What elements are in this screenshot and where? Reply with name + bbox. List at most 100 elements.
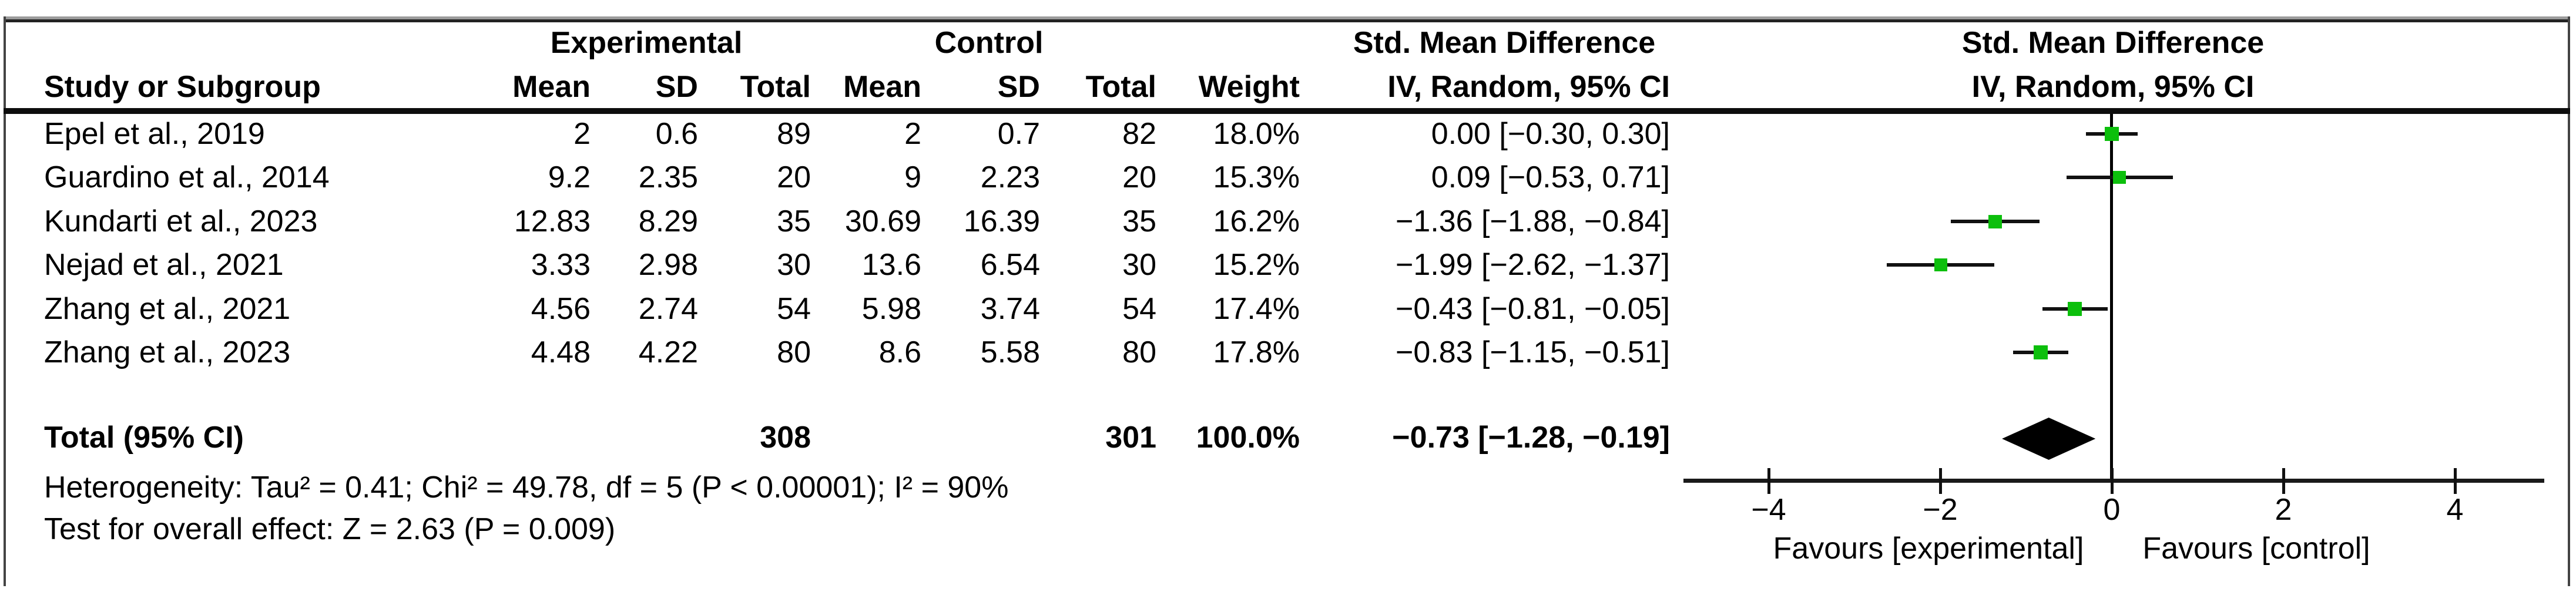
study-ctl-total: 35 (1122, 204, 1156, 238)
column-header-study: Study or Subgroup (44, 70, 321, 104)
study-weight: 17.8% (1213, 335, 1300, 369)
effect-measure-header-text-column: Std. Mean Difference (1353, 26, 1656, 60)
zero-line (2110, 114, 2113, 479)
study-ci-text: −0.83 [−1.15, −0.51] (1396, 335, 1670, 369)
study-ctl-total: 54 (1122, 292, 1156, 326)
header-underline (4, 108, 2570, 114)
study-ctl-total: 30 (1122, 248, 1156, 282)
study-exp-total: 80 (777, 335, 811, 369)
effect-marker (2068, 302, 2082, 316)
study-row: Kundarti et al., 2023 12.83 8.29 35 30.69 16.… (0, 205, 2576, 238)
study-ctl-sd: 16.39 (963, 204, 1040, 238)
study-name: Guardino et al., 2014 (44, 160, 330, 194)
study-exp-total: 35 (777, 204, 811, 238)
study-ctl-sd: 6.54 (980, 248, 1040, 282)
study-exp-mean: 4.48 (531, 335, 591, 369)
study-ctl-mean: 8.6 (878, 335, 921, 369)
effect-measure-header-plot-column: Std. Mean Difference (1961, 26, 2265, 60)
study-ci-text: 0.00 [−0.30, 0.30] (1431, 117, 1670, 151)
study-ctl-sd: 3.74 (980, 292, 1040, 326)
study-exp-mean: 2 (573, 117, 591, 151)
study-exp-total: 30 (777, 248, 811, 282)
column-header-ci: IV, Random, 95% CI (1387, 70, 1670, 104)
group-header-experimental: Experimental (550, 26, 743, 60)
effect-marker (2105, 127, 2119, 141)
column-header-row: Study or Subgroup Mean SD Total Mean SD … (0, 70, 2576, 103)
total-row: Total (95% CI) 308 301 100.0% −0.73 [−1.… (0, 421, 2576, 454)
axis-tick-label: 0 (2103, 493, 2121, 527)
study-weight: 18.0% (1213, 117, 1300, 151)
axis-tick (1939, 468, 1942, 494)
favours-right-label: Favours [control] (2142, 532, 2370, 566)
study-ctl-mean: 2 (904, 117, 921, 151)
group-header-control: Control (934, 26, 1044, 60)
study-ctl-sd: 5.58 (980, 335, 1040, 369)
column-header-exp-sd: SD (655, 70, 698, 104)
effect-marker (2033, 345, 2048, 359)
x-axis-line (1683, 479, 2544, 483)
figure-border-right (2568, 16, 2570, 586)
group-header-row: Experimental Control Std. Mean Differenc… (0, 26, 2576, 59)
study-ctl-total: 82 (1122, 117, 1156, 151)
axis-tick-label: −2 (1923, 493, 1958, 527)
axis-tick-label: −4 (1751, 493, 1786, 527)
study-ctl-total: 20 (1122, 160, 1156, 194)
study-ci-text: 0.09 [−0.53, 0.71] (1431, 160, 1670, 194)
study-exp-mean: 12.83 (514, 204, 591, 238)
study-ctl-sd: 2.23 (980, 160, 1040, 194)
study-exp-mean: 4.56 (531, 292, 591, 326)
study-exp-total: 54 (777, 292, 811, 326)
study-ctl-mean: 9 (904, 160, 921, 194)
axis-tick (2454, 468, 2457, 494)
study-name: Zhang et al., 2021 (44, 292, 291, 326)
study-ctl-sd: 0.7 (997, 117, 1040, 151)
favours-left-label: Favours [experimental] (1773, 532, 2084, 566)
study-row: Zhang et al., 2023 4.48 4.22 80 8.6 5.58 80 17.… (0, 336, 2576, 369)
study-weight: 15.3% (1213, 160, 1300, 194)
study-ctl-mean: 30.69 (844, 204, 921, 238)
study-exp-sd: 8.29 (638, 204, 698, 238)
heterogeneity-note: Heterogeneity: Tau² = 0.41; Chi² = 49.78… (44, 470, 1009, 505)
effect-marker (1934, 258, 1948, 271)
total-weight: 100.0% (1196, 421, 1300, 455)
study-row: Nejad et al., 2021 3.33 2.98 30 13.6 6.54 30 15… (0, 248, 2576, 281)
column-header-exp-total: Total (740, 70, 811, 104)
column-header-ctl-sd: SD (997, 70, 1040, 104)
total-ci-text: −0.73 [−1.28, −0.19] (1392, 421, 1670, 455)
column-header-exp-mean: Mean (512, 70, 591, 104)
study-ctl-mean: 13.6 (861, 248, 921, 282)
column-header-ctl-total: Total (1085, 70, 1156, 104)
study-ci-text: −0.43 [−0.81, −0.05] (1396, 292, 1670, 326)
total-ctl-n: 301 (1105, 421, 1156, 455)
study-name: Epel et al., 2019 (44, 117, 265, 151)
overall-effect-note: Test for overall effect: Z = 2.63 (P = 0… (44, 512, 616, 546)
study-exp-sd: 2.98 (638, 248, 698, 282)
study-ci-text: −1.99 [−2.62, −1.37] (1396, 248, 1670, 282)
axis-tick-label: 4 (2446, 493, 2464, 527)
study-exp-sd: 2.35 (638, 160, 698, 194)
axis-tick (2282, 468, 2285, 494)
axis-tick (2111, 468, 2114, 494)
study-row: Epel et al., 2019 2 0.6 89 2 0.7 82 18.0% 0.00 [… (0, 117, 2576, 150)
study-exp-total: 89 (777, 117, 811, 151)
study-row: Guardino et al., 2014 9.2 2.35 20 9 2.23 20 15.… (0, 161, 2576, 194)
study-exp-mean: 3.33 (531, 248, 591, 282)
column-header-ctl-mean: Mean (843, 70, 921, 104)
figure-border-left (4, 16, 6, 586)
study-weight: 16.2% (1213, 204, 1300, 238)
study-exp-total: 20 (777, 160, 811, 194)
study-name: Kundarti et al., 2023 (44, 204, 318, 238)
total-exp-n: 308 (760, 421, 811, 455)
column-header-weight: Weight (1198, 70, 1300, 104)
total-label: Total (95% CI) (44, 421, 244, 455)
study-row: Zhang et al., 2021 4.56 2.74 54 5.98 3.74 54 17… (0, 292, 2576, 325)
study-exp-sd: 4.22 (638, 335, 698, 369)
axis-tick (1767, 468, 1770, 494)
study-exp-sd: 0.6 (655, 117, 698, 151)
study-exp-mean: 9.2 (548, 160, 591, 194)
column-header-ci-plot: IV, Random, 95% CI (1971, 70, 2255, 104)
study-weight: 17.4% (1213, 292, 1300, 326)
figure-border-top (4, 19, 2570, 22)
study-name: Nejad et al., 2021 (44, 248, 284, 282)
